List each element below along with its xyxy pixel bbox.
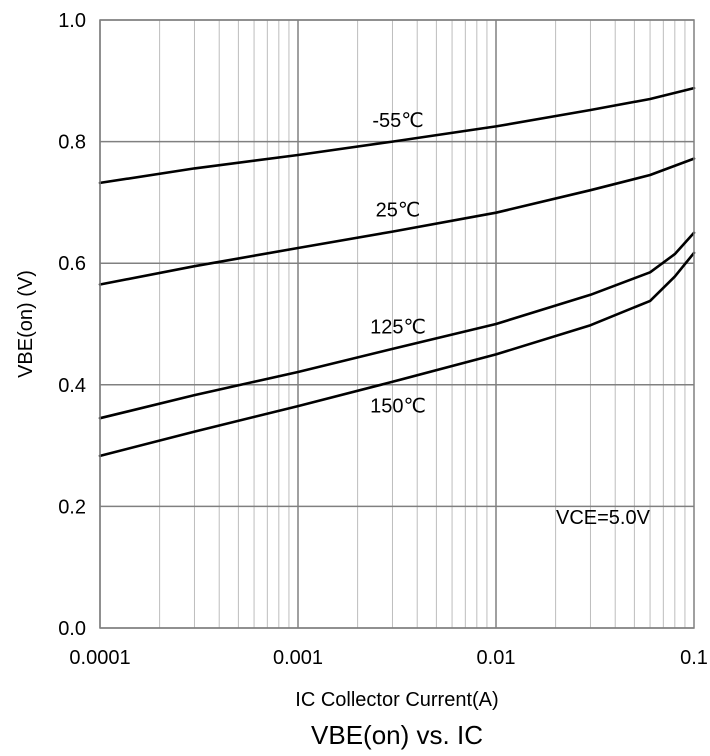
x-axis-label: IC Collector Current(A) (295, 689, 498, 711)
vce-annotation: VCE=5.0V (556, 507, 651, 529)
x-tick-labels: 0.0001 0.001 0.01 0.1 (69, 647, 707, 669)
y-tick-label: 0.4 (58, 375, 86, 397)
series-line-1 (98, 157, 696, 286)
y-tick-label: 1.0 (58, 10, 86, 32)
series-label-3: 150℃ (370, 395, 426, 417)
series-lines (98, 86, 696, 458)
series-line-2 (98, 231, 696, 420)
y-tick-label: 0.0 (58, 618, 86, 640)
x-tick-label: 0.0001 (69, 647, 130, 669)
x-tick-label: 0.01 (477, 647, 516, 669)
y-tick-label: 0.8 (58, 132, 86, 154)
series-label-2: 125℃ (370, 317, 426, 339)
x-tick-label: 0.1 (680, 647, 708, 669)
x-tick-label: 0.001 (273, 647, 323, 669)
series-label-0: -55℃ (372, 110, 423, 132)
series-label-1: 25℃ (376, 200, 421, 222)
y-tick-label: 0.6 (58, 253, 86, 275)
series-line-0 (98, 86, 696, 185)
series-line-3 (98, 251, 696, 458)
y-axis-label: VBE(on) (V) (15, 270, 37, 378)
y-tick-labels: 0.0 0.2 0.4 0.6 0.8 1.0 (58, 10, 86, 640)
series-labels: -55℃ 25℃ 125℃ 150℃ (370, 110, 426, 418)
plot-border (99, 19, 695, 629)
y-tick-label: 0.2 (58, 496, 86, 518)
chart-title: VBE(on) vs. IC (311, 720, 483, 750)
